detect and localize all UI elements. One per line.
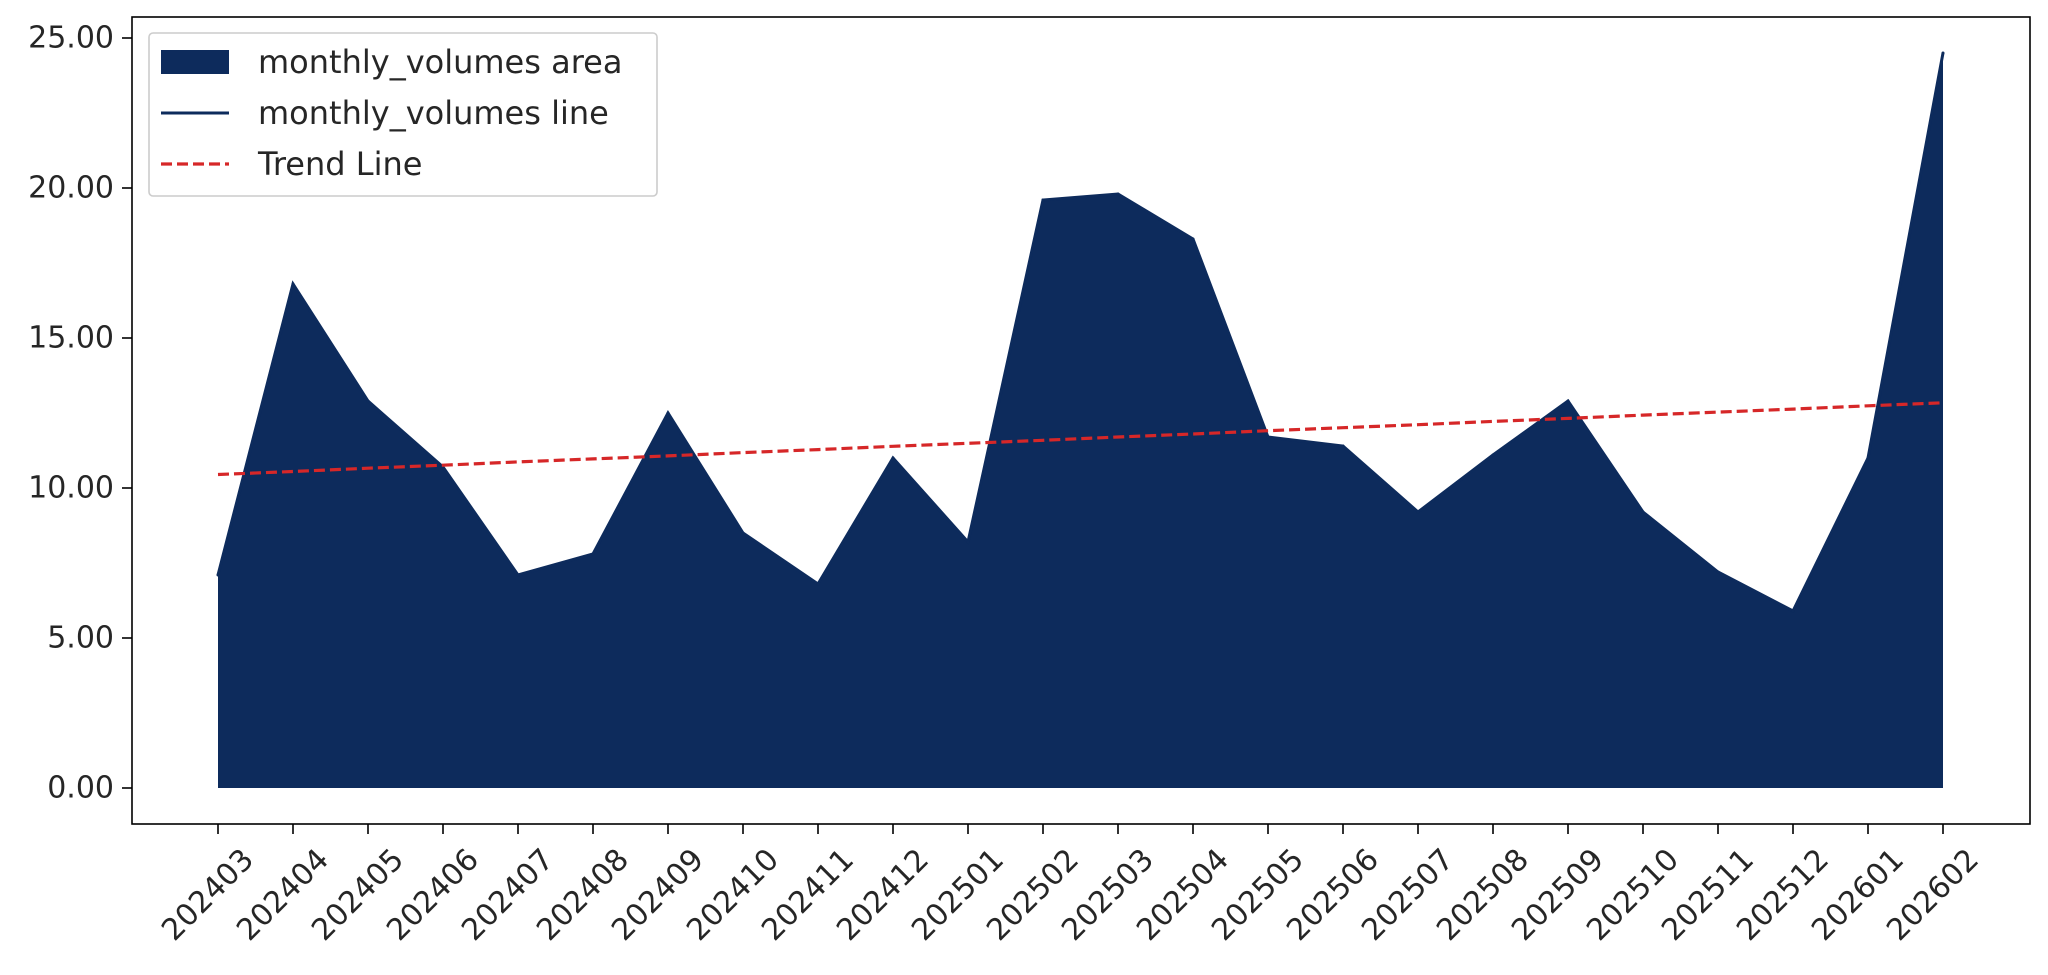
y-axis: 0.00 5.00 10.00 15.00 20.00 25.00	[28, 21, 132, 806]
data-point-202411	[816, 582, 820, 586]
y-tick-label: 25.00	[28, 21, 114, 56]
legend: monthly_volumes area monthly_volumes line…	[148, 32, 658, 197]
data-point-202507	[1416, 510, 1420, 514]
y-tick-label: 20.00	[28, 171, 114, 206]
data-point-202409	[666, 411, 670, 415]
data-point-202512	[1791, 609, 1795, 613]
data-point-202503	[1116, 192, 1120, 196]
data-point-202601	[1866, 456, 1870, 460]
data-point-202506	[1341, 444, 1345, 448]
data-point-202412	[891, 456, 895, 460]
axes-frame	[131, 16, 2031, 825]
data-point-202403	[216, 573, 220, 577]
data-point-202602	[1941, 51, 1945, 55]
y-tick-label: 15.00	[28, 321, 114, 356]
data-point-202501	[966, 540, 970, 544]
legend-label-trend: Trend Line	[257, 145, 422, 183]
data-point-202508	[1491, 453, 1495, 457]
data-point-202511	[1716, 570, 1720, 574]
area-fill-monthly-volumes	[218, 53, 1943, 788]
data-point-202510	[1641, 510, 1645, 514]
plot-area	[216, 51, 1945, 788]
legend-swatch-area	[161, 50, 229, 74]
data-point-202405	[366, 399, 370, 403]
data-point-202504	[1191, 237, 1195, 241]
data-point-202509	[1566, 399, 1570, 403]
data-point-202408	[591, 552, 595, 556]
y-tick-label: 5.00	[47, 621, 114, 656]
data-point-202407	[516, 573, 520, 577]
legend-box	[148, 32, 658, 197]
data-point-202410	[741, 531, 745, 535]
legend-label-line: monthly_volumes line	[258, 94, 609, 132]
legend-label-area: monthly_volumes area	[258, 43, 622, 81]
series-line-monthly-volumes	[216, 52, 1945, 614]
data-point-202505	[1266, 435, 1270, 439]
y-tick-label: 10.00	[28, 471, 114, 506]
y-tick-label: 0.00	[47, 771, 114, 806]
data-point-202502	[1041, 198, 1045, 202]
data-point-202404	[291, 282, 295, 286]
